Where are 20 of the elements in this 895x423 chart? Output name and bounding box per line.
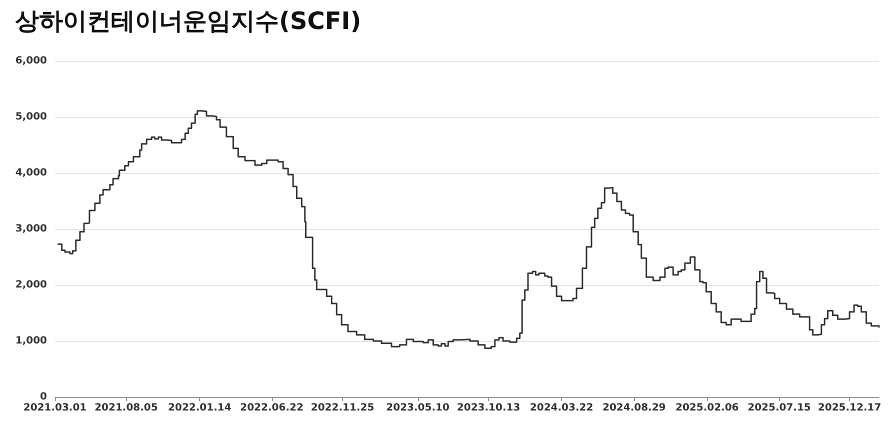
x-tick-label: 2023.10.13 (456, 402, 520, 414)
y-tick-label: 3,000 (15, 224, 48, 234)
x-tick-label: 2025.02.06 (675, 402, 739, 414)
x-tick-label: 2021.08.05 (94, 402, 158, 414)
y-tick-label: 0 (40, 392, 48, 402)
x-tick-label: 2024.03.22 (530, 402, 594, 414)
y-tick-label: 5,000 (15, 112, 48, 122)
y-tick-label: 4,000 (15, 168, 48, 178)
x-tick-label: 2022.01.14 (168, 402, 232, 414)
y-tick-label: 1,000 (15, 336, 48, 346)
x-tick-label: 2025.07.15 (748, 402, 811, 414)
y-tick-label: 2,000 (15, 280, 48, 290)
x-tick-label: 2021.03.01 (23, 402, 87, 414)
y-tick-label: 6,000 (15, 56, 48, 66)
x-tick-label: 2023.05.10 (386, 402, 450, 414)
x-tick-label: 2024.08.29 (602, 402, 666, 414)
x-tick-label: 2022.06.22 (240, 402, 304, 414)
x-tick-label: 2025.12.17 (818, 402, 882, 414)
x-tick-label: 2022.11.25 (310, 402, 374, 414)
chart-title: 상하이컨테이너운임지수(SCFI) (15, 7, 362, 35)
